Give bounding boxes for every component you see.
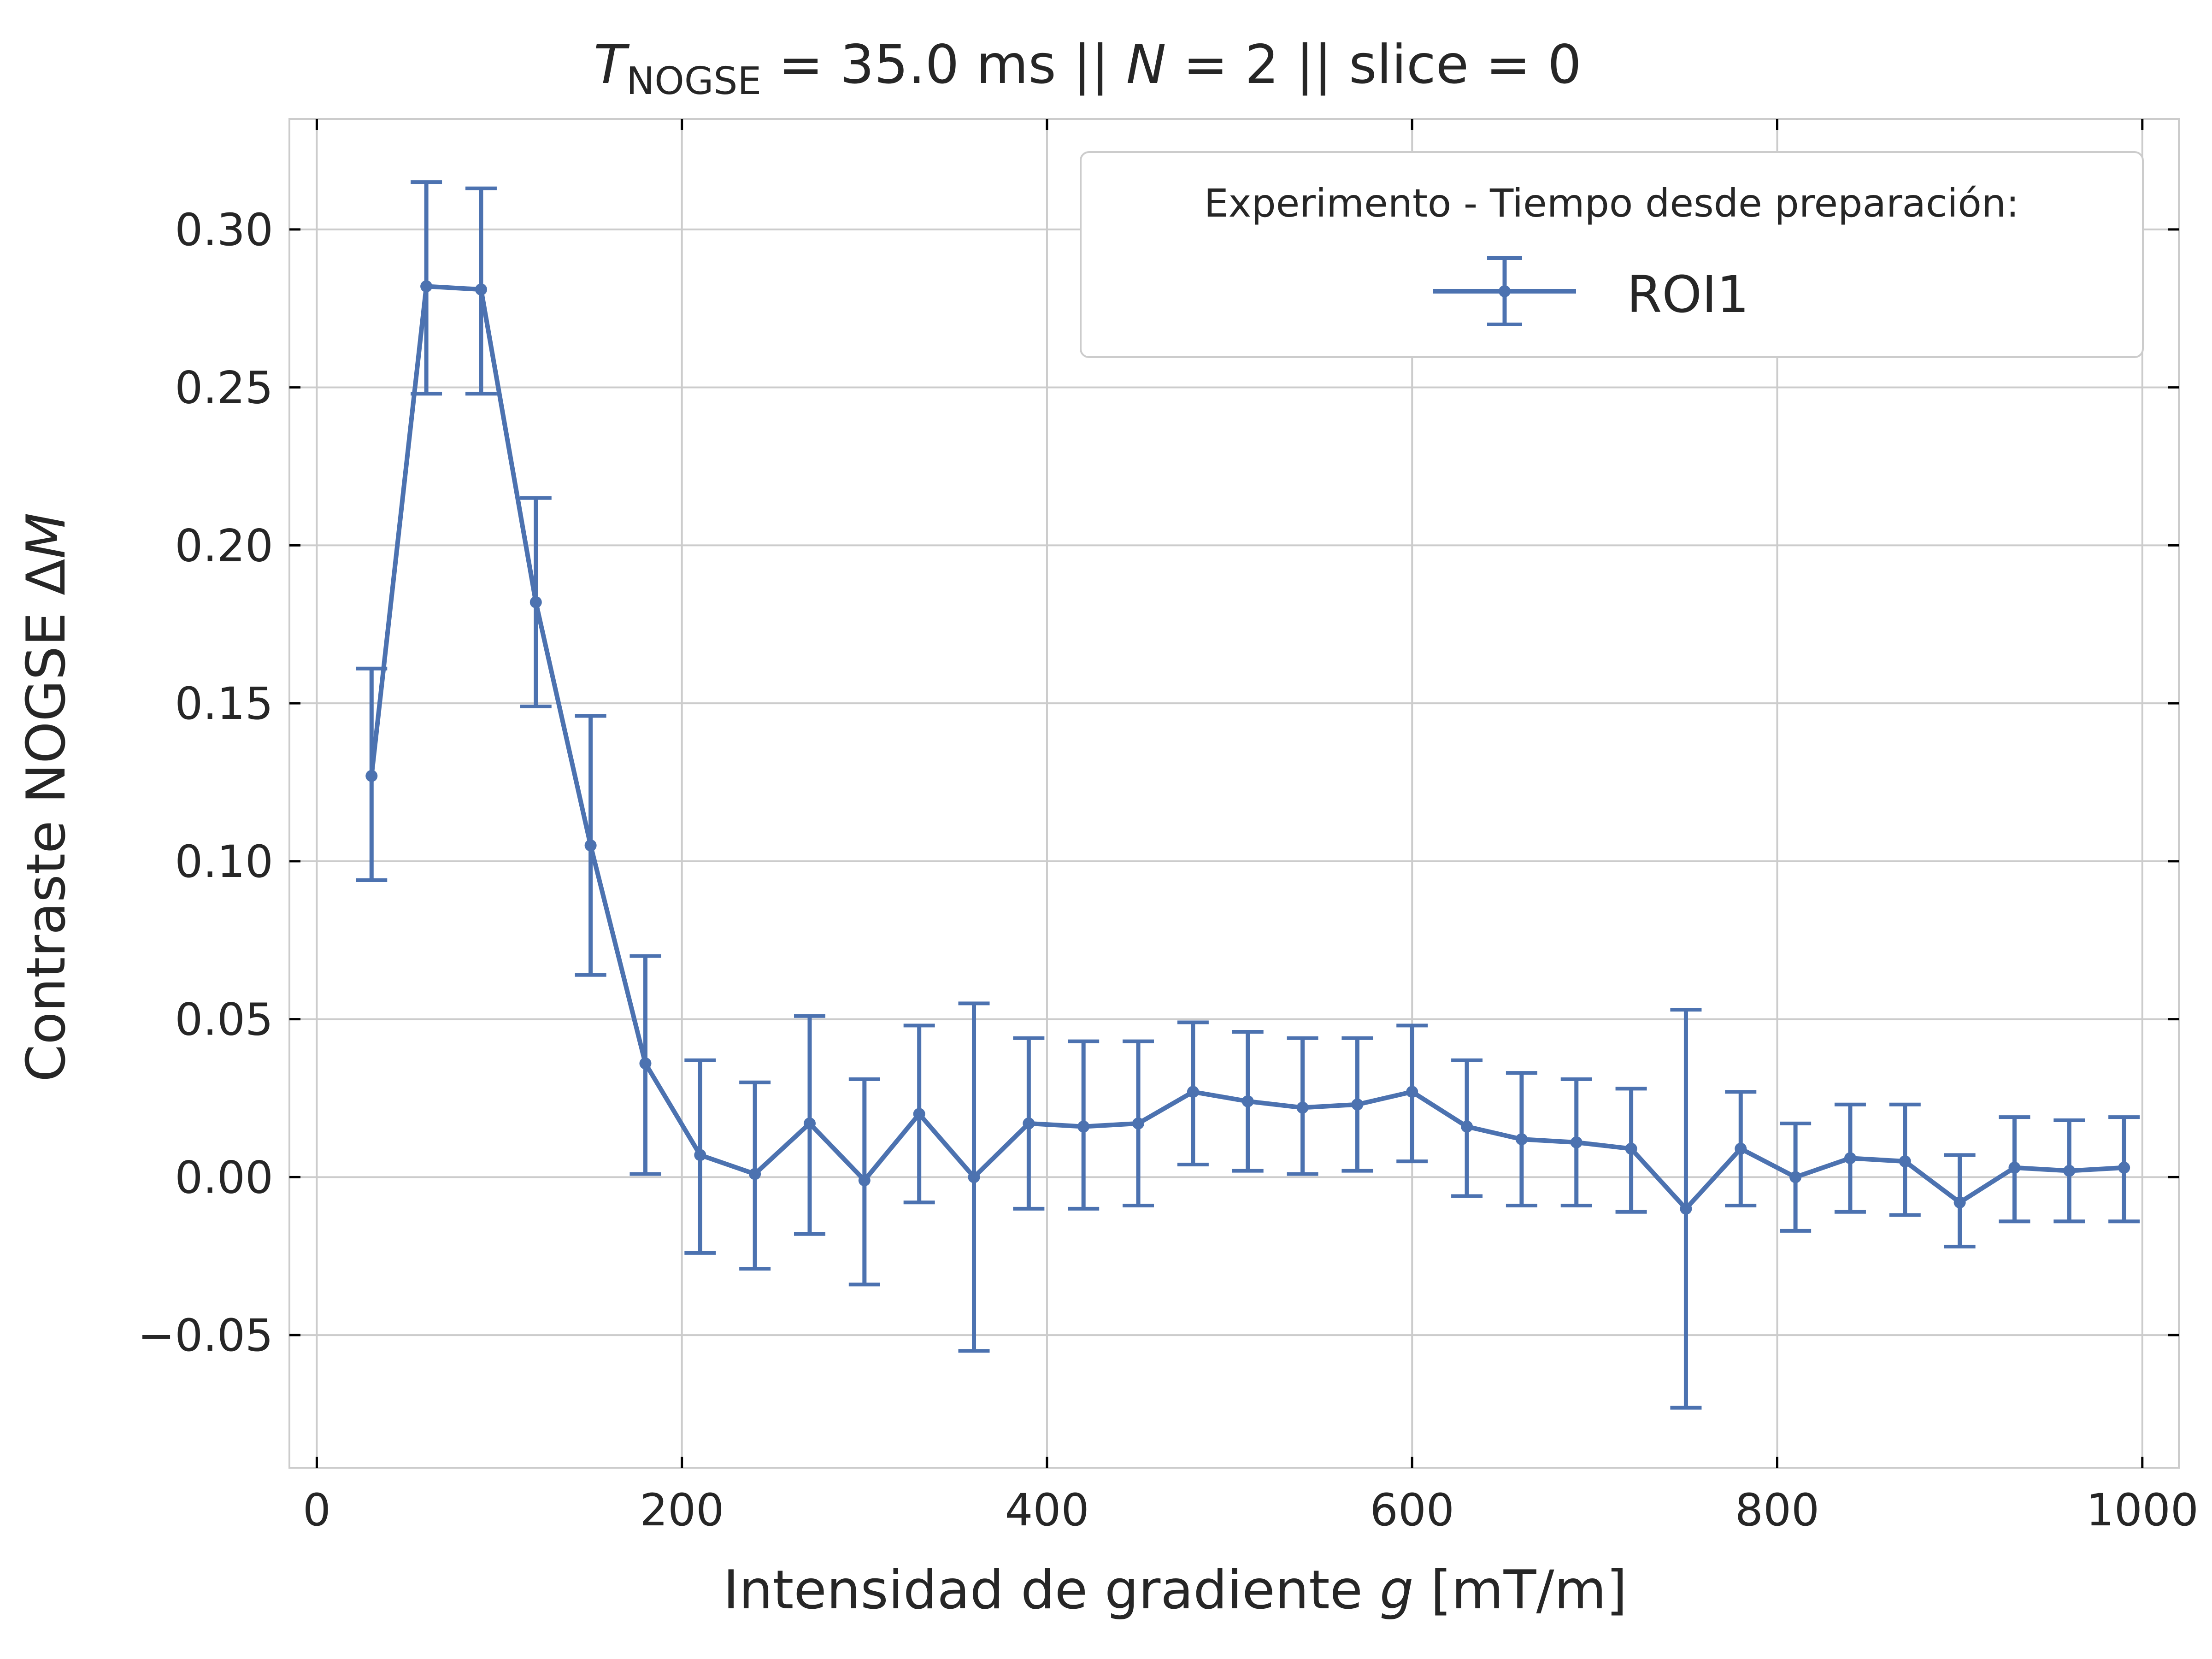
x-axis-label-text: Intensidad de gradiente — [723, 1559, 1380, 1621]
x-tick-label: 600 — [1370, 1484, 1454, 1536]
data-point — [694, 1149, 706, 1161]
y-axis-label-text: Contraste NOGSE Δ — [15, 559, 77, 1082]
data-point — [1241, 1095, 1254, 1107]
data-point — [1023, 1117, 1035, 1130]
data-point — [803, 1117, 816, 1130]
data-point — [1461, 1120, 1473, 1133]
data-point — [475, 283, 487, 296]
x-axis-label: Intensidad de gradiente g [mT/m] — [723, 1559, 1627, 1621]
data-point — [1515, 1133, 1528, 1146]
title-n-symbol: N — [1126, 34, 1166, 96]
data-point — [529, 596, 542, 608]
x-tick-label: 200 — [640, 1484, 724, 1536]
data-point — [2008, 1161, 2021, 1174]
data-point — [1351, 1098, 1364, 1111]
legend-title: Experimento - Tiempo desde preparación: — [1204, 181, 2019, 226]
data-point — [858, 1174, 871, 1187]
y-tick-label: 0.25 — [175, 362, 273, 414]
plot-area-frame — [288, 118, 2180, 1469]
x-tick-label: 0 — [303, 1484, 331, 1536]
legend-box — [1080, 151, 2144, 358]
legend-entry-label: ROI1 — [1627, 265, 1749, 324]
x-tick-label: 800 — [1735, 1484, 1819, 1536]
data-point — [749, 1168, 761, 1180]
y-tick-label: 0.00 — [175, 1152, 273, 1203]
chart-title: TNOGSE = 35.0 ms || N = 2 || slice = 0 — [594, 34, 1582, 103]
y-tick-label: 0.05 — [175, 994, 273, 1046]
data-point — [584, 839, 597, 852]
axis-ticks: 0 200 400 600 800 1000 −0.05 0.00 0.05 0.10 0.15 0.… — [138, 119, 2199, 1536]
data-point — [1789, 1171, 1802, 1183]
data-point — [1735, 1142, 1747, 1155]
data-point — [1132, 1117, 1145, 1130]
y-tick-label: 0.15 — [175, 678, 273, 729]
data-point — [365, 770, 378, 782]
data-point — [1570, 1136, 1583, 1148]
x-tick-label: 400 — [1005, 1484, 1089, 1536]
x-axis-label-unit: [mT/m] — [1414, 1559, 1627, 1621]
legend: Experimento - Tiempo desde preparación: … — [1080, 151, 2144, 358]
title-part-b: = 2 || slice = 0 — [1166, 34, 1581, 96]
y-tick-label: 0.30 — [175, 204, 273, 256]
data-point — [1406, 1086, 1418, 1098]
series-roi1 — [356, 180, 2140, 1410]
y-tick-label: 0.20 — [175, 520, 273, 571]
data-point — [1844, 1152, 1856, 1165]
title-subscript: NOGSE — [626, 59, 761, 103]
data-point — [913, 1108, 925, 1120]
data-point — [1187, 1086, 1199, 1098]
data-point — [1953, 1196, 1966, 1209]
data-point — [2063, 1165, 2076, 1177]
data-point — [639, 1057, 652, 1070]
y-axis-label: Contraste NOGSE ΔM — [15, 512, 77, 1082]
y-tick-label: −0.05 — [138, 1310, 273, 1361]
data-point — [1899, 1155, 1911, 1168]
x-axis-label-symbol: g — [1380, 1559, 1414, 1621]
y-tick-label: 0.10 — [175, 836, 273, 888]
title-t-symbol: T — [594, 34, 630, 96]
data-point — [968, 1171, 980, 1183]
data-point — [1625, 1142, 1637, 1155]
data-point — [1680, 1202, 1692, 1215]
x-tick-label: 1000 — [2086, 1484, 2199, 1536]
title-part-a: = 35.0 ms || — [761, 34, 1126, 96]
data-point — [1077, 1120, 1090, 1133]
legend-entry-marker — [1433, 256, 1576, 326]
y-axis-label-symbol: M — [15, 512, 77, 559]
data-point — [420, 280, 433, 293]
data-point — [1296, 1101, 1309, 1114]
data-point — [2118, 1161, 2130, 1174]
legend-point — [1499, 285, 1511, 297]
